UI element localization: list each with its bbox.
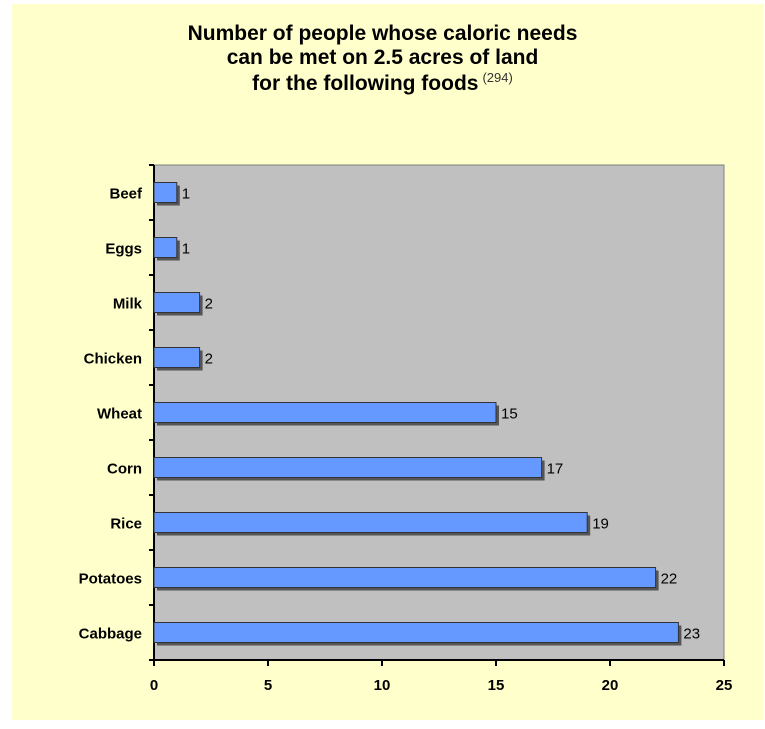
x-tick-label: 5 xyxy=(264,677,272,694)
x-tick-label: 10 xyxy=(374,677,391,694)
bar-corn xyxy=(153,457,543,478)
chart-title-line-1: Number of people whose caloric needs xyxy=(187,22,578,45)
category-label: Beef xyxy=(109,186,143,203)
data-label: 19 xyxy=(592,516,609,533)
category-label: Chicken xyxy=(84,351,142,368)
data-label: 1 xyxy=(182,241,190,258)
x-tick-label: 15 xyxy=(488,677,505,694)
category-label: Wheat xyxy=(97,406,142,423)
bar-milk xyxy=(153,292,201,313)
category-label: Eggs xyxy=(105,241,142,258)
x-tick-label: 25 xyxy=(716,677,733,694)
data-label: 2 xyxy=(205,296,213,313)
chart-title-line-2: can be met on 2.5 acres of land xyxy=(226,46,539,69)
bar-beef xyxy=(153,182,178,203)
bar-potatoes xyxy=(153,567,657,588)
reference-superscript: (294) xyxy=(482,70,513,85)
chart-title-line-3: for the following foods (294) xyxy=(0,70,765,96)
data-label: 15 xyxy=(501,406,518,423)
data-label: 22 xyxy=(661,571,678,588)
bar-cabbage xyxy=(153,622,679,643)
bar-chicken xyxy=(153,347,201,368)
bar-wheat xyxy=(153,402,497,423)
x-tick-label: 20 xyxy=(602,677,619,694)
data-label: 2 xyxy=(205,351,213,368)
chart-title-line-3-text: for the following foods xyxy=(252,72,479,95)
category-label: Cabbage xyxy=(79,626,142,643)
bar-eggs xyxy=(153,237,178,258)
data-label: 1 xyxy=(182,186,190,203)
x-tick-label: 0 xyxy=(150,677,158,694)
bar-rice xyxy=(153,512,588,533)
category-label: Corn xyxy=(107,461,142,478)
data-label: 17 xyxy=(547,461,564,478)
category-label: Milk xyxy=(113,296,143,313)
category-label: Rice xyxy=(110,516,142,533)
data-label: 23 xyxy=(683,626,700,643)
category-label: Potatoes xyxy=(79,571,142,588)
